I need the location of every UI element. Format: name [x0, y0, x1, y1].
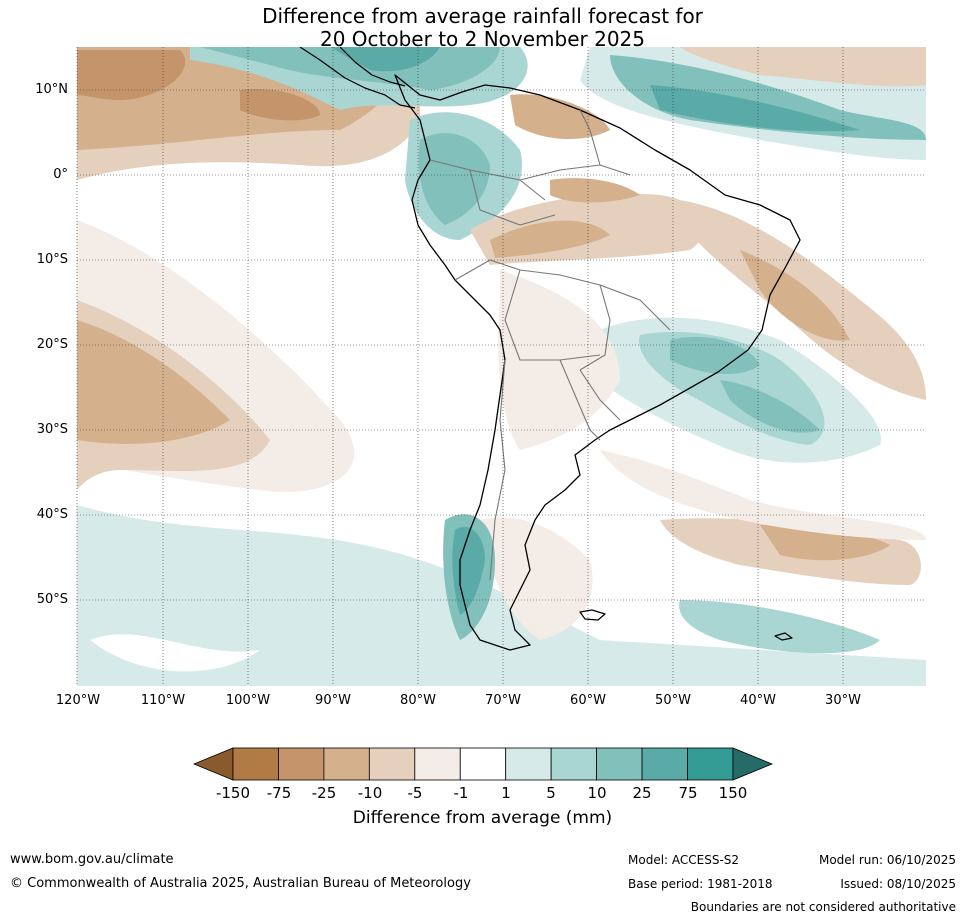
colorbar-tick-label: -1	[453, 784, 469, 802]
lon-label-90w: 90°W	[315, 693, 351, 708]
south-america-coastline	[394, 74, 801, 651]
country-boundaries	[299, 47, 801, 651]
issued-date: Issued: 08/10/2025	[840, 877, 956, 891]
map-title-line-1: Difference from average rainfall forecas…	[262, 4, 703, 28]
graticule	[76, 47, 926, 686]
map-title-line-2: 20 October to 2 November 2025	[319, 27, 646, 51]
colorbar-tick-label: 25	[632, 784, 652, 802]
lon-label-120w: 120°W	[55, 693, 101, 708]
colorbar-tick-label: -5	[407, 784, 423, 802]
colorbar-title: Difference from average (mm)	[352, 808, 613, 828]
lat-label-50s: 50°S	[36, 592, 68, 607]
boundaries-disclaimer: Boundaries are not considered authoritat…	[690, 900, 956, 914]
lon-label-70w: 70°W	[485, 693, 521, 708]
colorbar-swatch	[278, 747, 325, 781]
base-period: Base period: 1981-2018	[628, 877, 773, 891]
lon-label-50w: 50°W	[655, 693, 691, 708]
lon-label-110w: 110°W	[140, 693, 186, 708]
colorbar-swatch	[368, 747, 416, 781]
colorbar-swatch	[414, 747, 461, 781]
colorbar-tick-label: 75	[678, 784, 698, 802]
colorbar-tick-label: -10	[357, 784, 383, 802]
lat-label-40s: 40°S	[36, 507, 68, 522]
model-run-date: Model run: 06/10/2025	[818, 853, 956, 867]
lon-label-60w: 60°W	[570, 693, 606, 708]
colorbar-extend-low-arrow	[192, 747, 234, 781]
colorbar-extend-high-arrow	[732, 747, 774, 781]
colorbar-tick-label: 10	[587, 784, 607, 802]
lon-label-40w: 40°W	[740, 693, 776, 708]
colorbar-swatch	[505, 747, 552, 781]
colorbar-swatch	[232, 747, 279, 781]
colorbar-tick-label: -25	[311, 784, 337, 802]
copyright-notice: © Commonwealth of Australia 2025, Austra…	[10, 876, 471, 891]
colorbar-swatch	[323, 747, 370, 781]
south-georgia	[774, 632, 793, 641]
falkland-islands	[579, 609, 606, 621]
lat-label-equator: 0°	[53, 167, 68, 182]
colorbar-tick-label: 1	[501, 784, 511, 802]
colorbar-tick-label: 150	[718, 784, 748, 802]
colorbar-swatch	[459, 747, 507, 781]
rainfall-anomaly-field	[77, 47, 926, 686]
lon-label-80w: 80°W	[400, 693, 436, 708]
colorbar	[192, 747, 774, 781]
colorbar-tick-label: -150	[215, 784, 251, 802]
colorbar-swatch	[687, 747, 734, 781]
lat-label-10s: 10°S	[36, 252, 68, 267]
colorbar-swatch	[641, 747, 688, 781]
colorbar-swatch	[596, 747, 643, 781]
colorbar-tick-label: -75	[266, 784, 292, 802]
website-link[interactable]: www.bom.gov.au/climate	[10, 852, 174, 867]
lat-label-10n: 10°N	[35, 82, 68, 97]
lon-label-100w: 100°W	[225, 693, 271, 708]
model-name: Model: ACCESS-S2	[628, 853, 740, 867]
colorbar-tick-label: 5	[546, 784, 556, 802]
lon-label-30w: 30°W	[825, 693, 861, 708]
colorbar-swatch	[550, 747, 598, 781]
lat-label-20s: 20°S	[36, 337, 68, 352]
central-america-coastline	[299, 47, 416, 109]
lat-label-30s: 30°S	[36, 422, 68, 437]
